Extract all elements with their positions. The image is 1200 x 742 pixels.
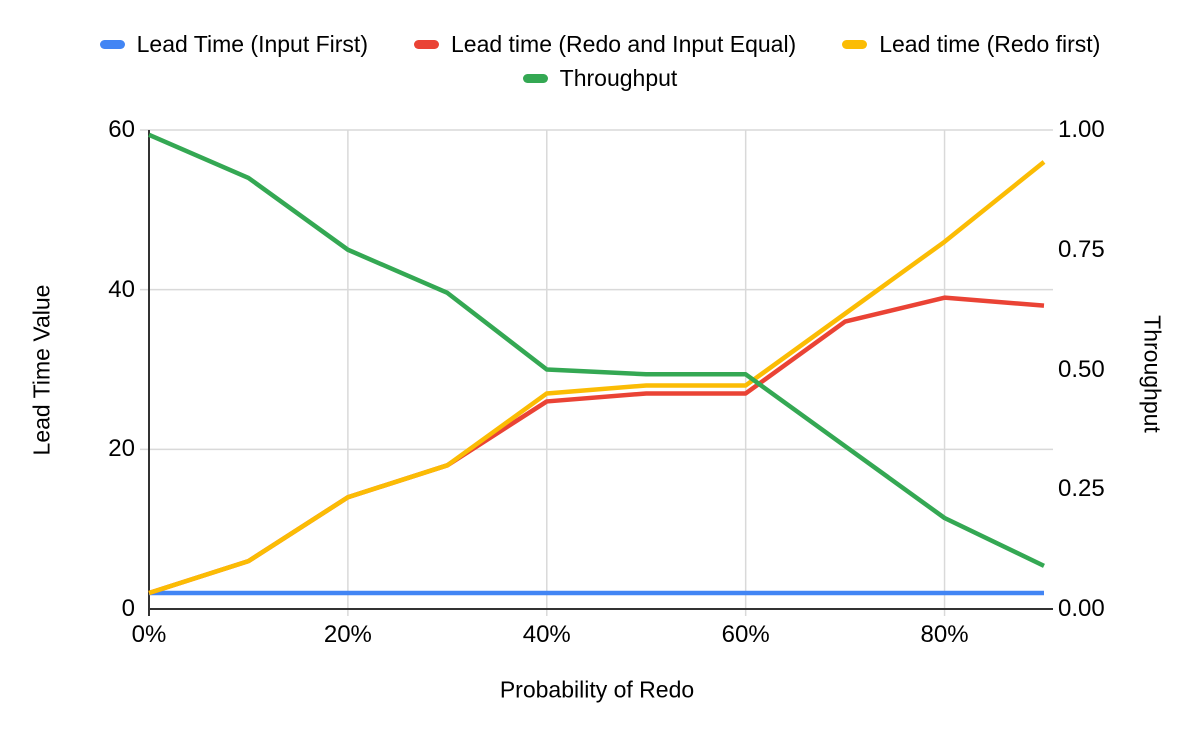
y-right-tick-label: 0.50 (1058, 355, 1105, 383)
y-right-tick-label: 0.00 (1058, 595, 1105, 622)
y-left-tick-label: 40 (108, 275, 135, 303)
legend-item-lead-time-input-first[interactable]: Lead Time (Input First) (99, 30, 368, 58)
legend-row-2: Throughput (0, 64, 1200, 92)
legend-swatch-yellow (842, 39, 868, 49)
series-line-1 (148, 295, 1045, 596)
x-tick-label: 0% (131, 621, 167, 648)
x-tick-label: 80% (920, 621, 969, 648)
chart-legend: Lead Time (Input First) Lead time (Redo … (0, 30, 1200, 98)
x-tick-label: 20% (323, 621, 372, 648)
legend-swatch-red (413, 39, 439, 49)
y-left-tick-label: 20 (108, 435, 135, 463)
x-axis-title: Probability of Redo (499, 676, 695, 703)
legend-swatch-blue (99, 39, 125, 49)
legend-label: Lead time (Redo and Input Equal) (450, 31, 797, 57)
legend-label: Lead time (Redo first) (879, 31, 1101, 57)
y-right-tick-label: 0.25 (1058, 475, 1105, 503)
x-tick-label: 60% (721, 621, 770, 648)
y-left-tick-label: 0 (121, 595, 135, 622)
legend-row-1: Lead Time (Input First) Lead time (Redo … (0, 30, 1200, 58)
series-line-2 (148, 160, 1046, 596)
series-line-3 (148, 132, 1045, 568)
legend-label: Throughput (559, 65, 678, 91)
legend-label: Lead Time (Input First) (136, 31, 368, 57)
legend-item-lead-time-redo-first[interactable]: Lead time (Redo first) (842, 30, 1100, 58)
legend-swatch-green (522, 73, 548, 83)
legend-item-throughput[interactable]: Throughput (522, 64, 678, 92)
y-right-tick-label: 1.00 (1058, 116, 1105, 143)
y-right-tick-label: 0.75 (1058, 235, 1105, 263)
y-right-axis-title: Throughput (1139, 315, 1166, 433)
x-tick-label: 40% (522, 621, 571, 648)
legend-item-lead-time-redo-input-equal[interactable]: Lead time (Redo and Input Equal) (413, 30, 797, 58)
y-left-axis-title: Lead Time Value (28, 284, 55, 456)
y-left-tick-label: 60 (108, 116, 135, 143)
